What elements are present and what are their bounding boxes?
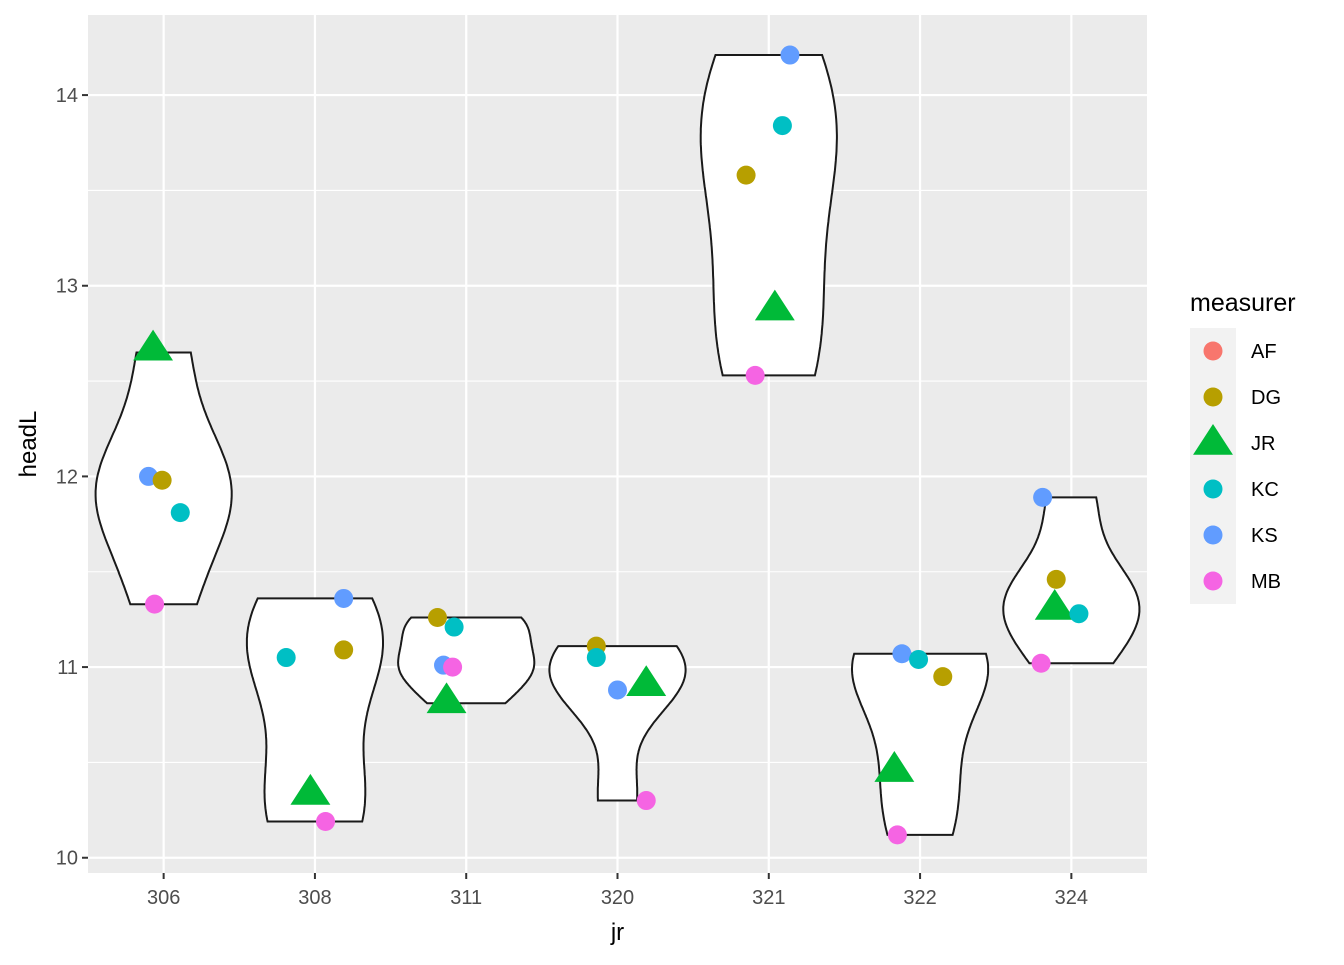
legend-key-jr [1193, 424, 1233, 455]
x-tick-label: 320 [601, 887, 634, 909]
point-triangle-jr [426, 682, 467, 714]
point-kc [909, 649, 929, 669]
point-triangle-jr [626, 665, 667, 697]
legend: measurer AF DG JR KC KS MB [1190, 289, 1296, 604]
point-kc [276, 648, 296, 668]
axis-layer: 10 11 12 13 14 306 308 311 320 321 322 324 [56, 85, 1088, 909]
point-triangle-jr [1034, 588, 1075, 620]
point-ks [608, 680, 627, 700]
point-ks [334, 588, 354, 608]
y-axis-title: headL [15, 411, 42, 478]
point-mb [636, 791, 656, 811]
point-dg [1046, 569, 1066, 589]
point-ks [1033, 487, 1053, 507]
legend-label-kc: KC [1251, 479, 1279, 501]
point-mb [316, 812, 336, 832]
point-kc [1069, 604, 1089, 624]
legend-key-dg [1203, 387, 1223, 407]
x-tick-label: 322 [903, 887, 936, 909]
point-triangle-jr [874, 751, 915, 782]
x-tick-label: 324 [1055, 887, 1088, 909]
legend-label-dg: DG [1251, 387, 1281, 409]
violin-layer [94, 54, 1141, 836]
point-mb [1031, 653, 1051, 673]
point-ks [892, 644, 912, 664]
point-triangle-jr [754, 289, 795, 321]
x-axis-title: jr [610, 919, 624, 946]
legend-label-mb: MB [1251, 571, 1281, 593]
x-tick-label: 308 [298, 887, 331, 909]
point-layer [133, 45, 1089, 845]
point-mb [145, 594, 165, 614]
y-tick-label: 10 [56, 848, 78, 870]
legend-label-jr: JR [1251, 433, 1275, 455]
point-dg [736, 165, 756, 185]
point-triangle-jr [290, 773, 331, 805]
legend-key-kc [1203, 479, 1223, 499]
point-dg [152, 470, 172, 490]
x-tick-label: 321 [752, 887, 785, 909]
legend-key-ks [1203, 525, 1223, 545]
legend-label-ks: KS [1251, 525, 1278, 547]
y-tick-label: 11 [57, 657, 78, 679]
point-kc [772, 116, 792, 136]
point-mb [887, 825, 907, 845]
y-tick-label: 14 [56, 85, 78, 107]
point-ks [780, 45, 800, 65]
point-kc [444, 617, 464, 637]
point-dg [933, 667, 953, 687]
legend-key-af [1203, 341, 1223, 361]
x-tick-label: 306 [147, 887, 180, 909]
point-dg [427, 608, 447, 628]
x-tick-label: 311 [450, 887, 482, 909]
legend-label-af: AF [1251, 341, 1277, 363]
violin-311 [397, 616, 536, 705]
point-dg [334, 640, 354, 660]
point-kc [586, 648, 606, 668]
point-triangle-jr [133, 329, 174, 361]
violin-321 [699, 54, 838, 377]
point-kc [170, 503, 190, 523]
legend-key-mb [1203, 571, 1223, 591]
point-mb [443, 657, 463, 677]
y-tick-label: 12 [56, 466, 78, 488]
legend-title: measurer [1190, 289, 1296, 317]
point-mb [745, 365, 765, 385]
y-tick-label: 13 [56, 276, 78, 298]
